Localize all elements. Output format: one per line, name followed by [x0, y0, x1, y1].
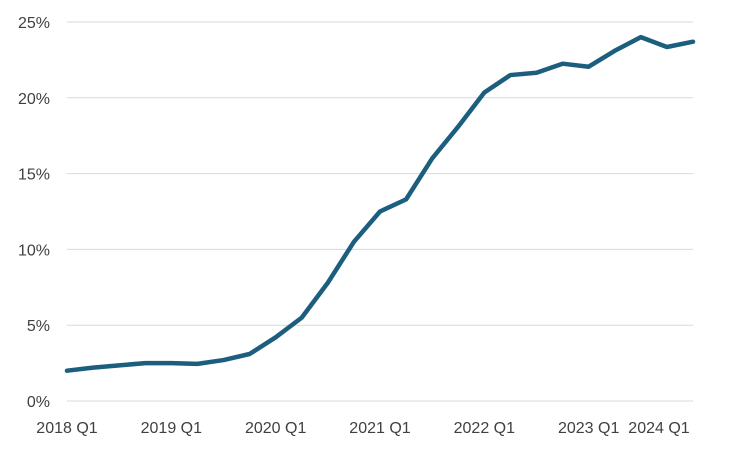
x-tick-label: 2019 Q1 [141, 420, 202, 437]
x-axis-tick-labels: 2018 Q1 2019 Q1 2020 Q1 2021 Q1 2022 Q1 2023 … [36, 420, 689, 437]
y-tick-label: 5% [27, 318, 50, 335]
y-tick-label: 15% [18, 167, 50, 184]
y-tick-label: 20% [18, 91, 50, 108]
x-tick-label: 2022 Q1 [454, 420, 515, 437]
x-tick-label: 2018 Q1 [36, 420, 97, 437]
y-axis-tick-labels: 0% 5% 10% 15% 20% 25% [18, 15, 50, 411]
y-tick-label: 10% [18, 242, 50, 259]
gridlines [67, 21, 693, 402]
series-line [64, 34, 696, 373]
y-tick-label: 0% [27, 394, 50, 411]
x-tick-label: 2020 Q1 [245, 420, 306, 437]
x-tick-label: 2023 Q1 [558, 420, 619, 437]
series-group [64, 34, 696, 373]
y-tick-label: 25% [18, 15, 50, 32]
x-tick-label: 2021 Q1 [349, 420, 410, 437]
x-tick-label: 2024 Q1 [628, 420, 689, 437]
